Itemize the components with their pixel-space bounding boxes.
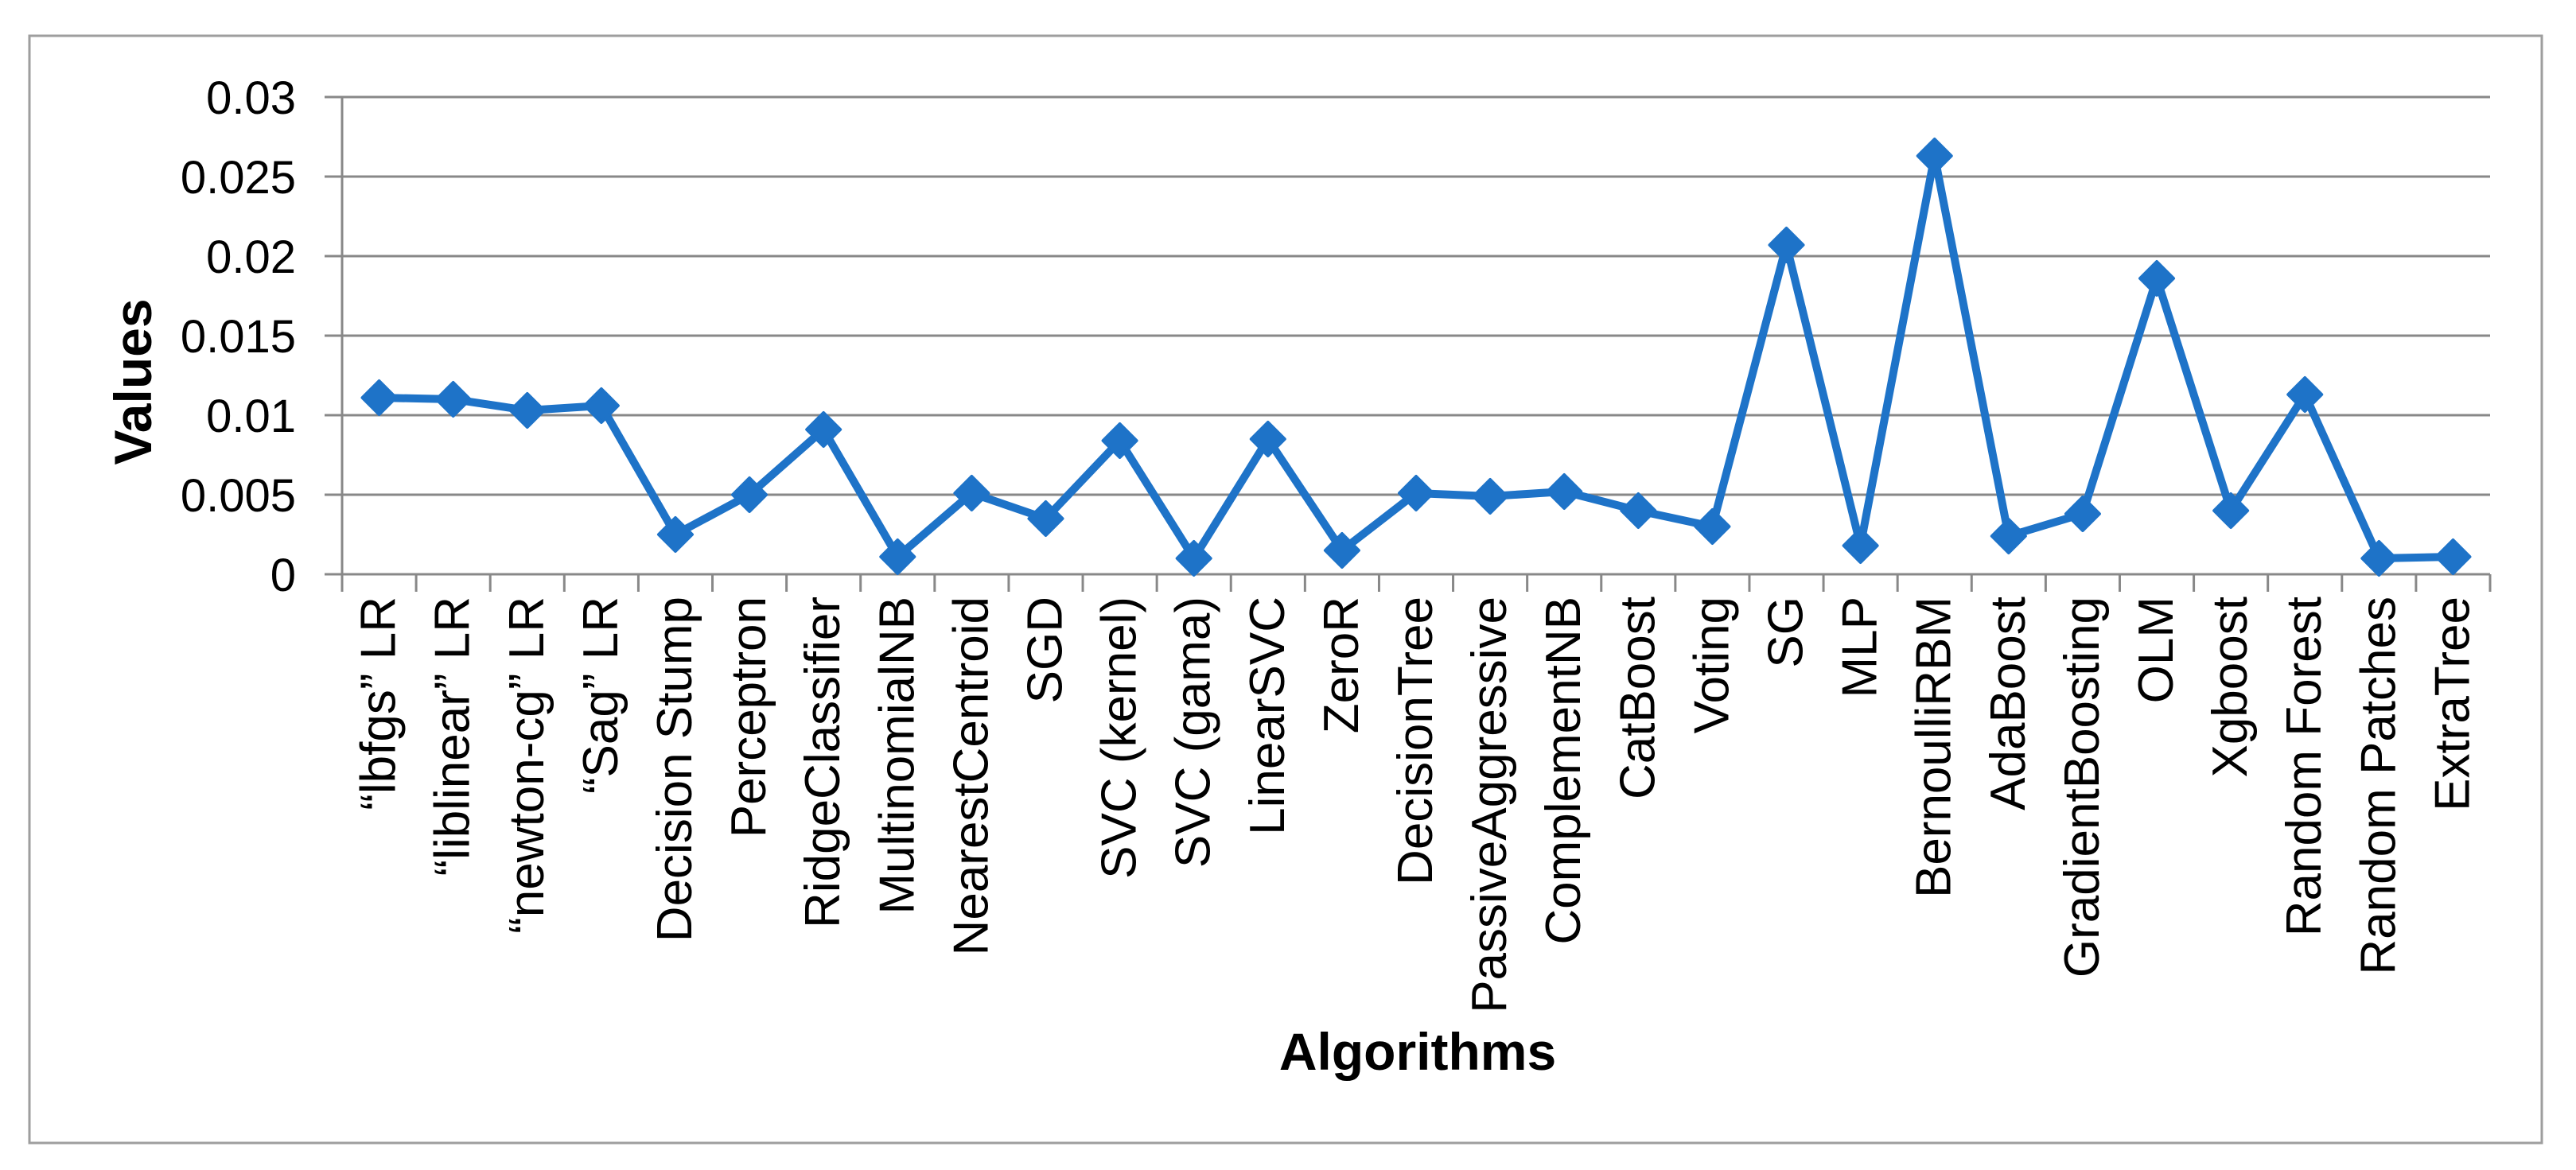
y-tick-label: 0.005 (181, 470, 296, 522)
x-category-label: “liblinear” LR (426, 597, 481, 876)
x-category-label: DecisionTree (1388, 597, 1443, 885)
x-category-label: GradientBoosting (2055, 597, 2110, 978)
data-point-marker (879, 538, 916, 575)
data-point-marker (805, 411, 842, 448)
x-category-label: Voting (1684, 597, 1739, 733)
x-category-label: NearestCentroid (944, 597, 998, 955)
x-category-label: “newton-cg” LR (500, 597, 555, 934)
x-axis-title: Algorithms (1279, 1022, 1556, 1081)
data-point-marker (1990, 518, 2027, 554)
data-series (360, 138, 2472, 577)
data-point-marker (434, 381, 472, 418)
x-category-label: OLM (2129, 597, 2184, 703)
x-category-label: LinearSVC (1240, 597, 1295, 835)
data-point-marker (1694, 508, 1731, 545)
data-point-marker (1472, 478, 1509, 515)
data-point-marker (1027, 500, 1064, 537)
x-category-label: Random Patches (2351, 597, 2406, 975)
data-point-marker (2064, 496, 2101, 532)
x-category-label: SGD (1018, 597, 1072, 703)
y-tick-label: 0.025 (181, 152, 296, 204)
x-category-label: AdaBoost (1981, 597, 2036, 810)
x-category-label: PassiveAggressive (1462, 597, 1517, 1013)
data-point-marker (2360, 540, 2398, 577)
x-category-label: RidgeClassifier (796, 597, 850, 928)
x-category-label: Decision Stump (648, 597, 702, 942)
x-category-label: ComplementNB (1536, 597, 1591, 945)
data-point-marker (2212, 492, 2250, 529)
x-category-label: BernoulliRBM (1907, 597, 1962, 898)
data-point-marker (360, 379, 398, 416)
data-point-marker (2286, 376, 2324, 413)
x-category-label: Xgboost (2203, 597, 2258, 778)
data-point-marker (1249, 421, 1286, 457)
axes (325, 95, 2492, 592)
x-category-label: Random Forest (2277, 597, 2332, 936)
y-axis-title: Values (103, 298, 162, 465)
x-category-label: ExtraTree (2425, 597, 2480, 811)
data-point-marker (1842, 527, 1879, 564)
y-tick-label: 0.02 (206, 231, 296, 283)
x-category-label: MultinomialNB (870, 597, 924, 915)
data-point-marker (1323, 532, 1360, 569)
data-point-marker (1620, 492, 1657, 529)
y-tick-label: 0.015 (181, 311, 296, 363)
x-category-label: Perceptron (722, 597, 776, 838)
data-point-marker (2434, 538, 2472, 575)
chart-border (28, 34, 2543, 1145)
data-point-marker (1916, 138, 1953, 174)
data-point-marker (656, 516, 694, 553)
y-tick-label: 0.03 (206, 72, 296, 124)
data-point-marker (1101, 422, 1138, 459)
y-tick-label: 0 (270, 550, 296, 601)
data-point-marker (2138, 260, 2176, 297)
data-point-marker (1398, 475, 1434, 511)
data-point-marker (1175, 540, 1212, 577)
data-point-marker (582, 387, 620, 424)
data-point-marker (508, 392, 546, 429)
x-category-label: SG (1759, 597, 1814, 668)
y-tick-label: 0.01 (206, 391, 296, 442)
data-point-marker (1546, 473, 1583, 510)
x-category-label: SVC (gama) (1166, 597, 1221, 868)
x-category-label: SVC (kernel) (1092, 597, 1147, 879)
x-category-label: CatBoost (1610, 597, 1665, 799)
x-category-label: ZeroR (1314, 597, 1369, 733)
y-axis-tick-labels: 0 0.005 0.01 0.015 0.02 0.025 0.03 (181, 72, 296, 601)
x-category-label: MLP (1833, 597, 1888, 698)
gridlines (342, 95, 2490, 496)
x-category-label: “Sag” LR (574, 597, 628, 794)
x-axis-category-labels: “lbfgs” LR “liblinear” LR “newton-cg” LR “S… (352, 597, 2481, 1013)
data-point-marker (731, 476, 769, 513)
x-category-label: “lbfgs” LR (352, 597, 407, 810)
data-point-marker (1768, 227, 1805, 263)
data-point-marker (953, 475, 990, 511)
